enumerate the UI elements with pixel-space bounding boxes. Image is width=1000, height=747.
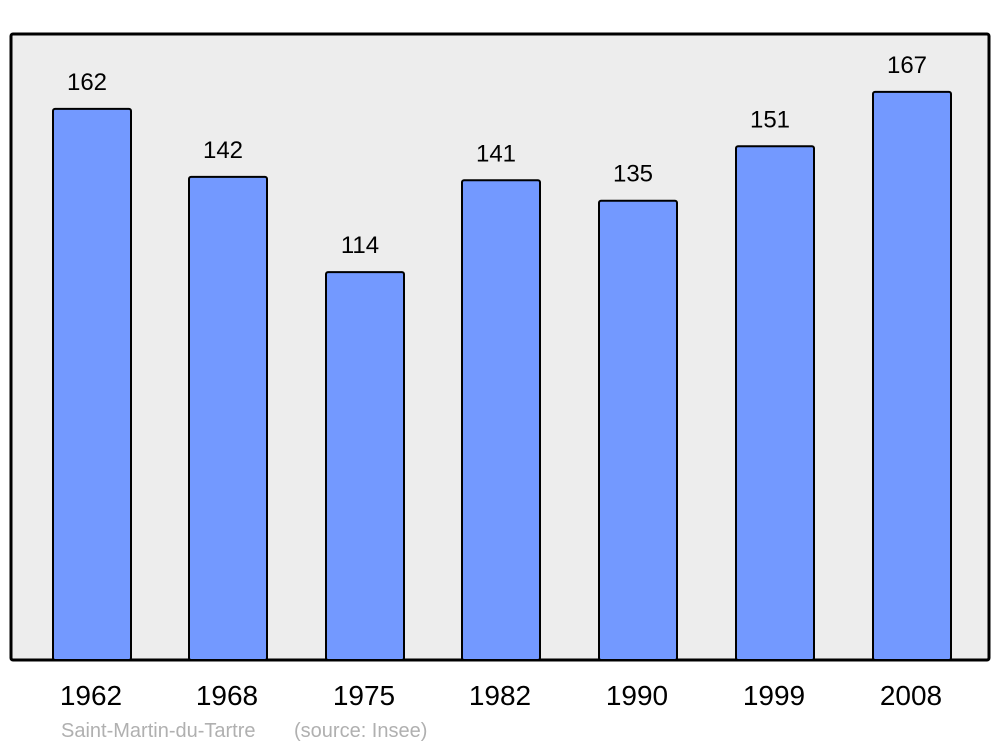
data-label-1962: 162 bbox=[67, 69, 107, 96]
x-tick-2008: 2008 bbox=[880, 680, 942, 711]
data-label-1982: 141 bbox=[476, 140, 516, 167]
data-label-1999: 151 bbox=[750, 106, 790, 133]
bar-1982 bbox=[461, 179, 541, 661]
bar-1990 bbox=[598, 199, 678, 662]
bar-1962 bbox=[52, 107, 132, 661]
data-label-1975: 114 bbox=[341, 232, 379, 259]
data-label-1990: 135 bbox=[613, 161, 653, 188]
x-tick-1975: 1975 bbox=[333, 680, 395, 711]
x-tick-1982: 1982 bbox=[469, 680, 531, 711]
bar-1975 bbox=[325, 271, 405, 661]
data-label-2008: 167 bbox=[887, 52, 927, 79]
x-tick-1990: 1990 bbox=[606, 680, 668, 711]
x-tick-1968: 1968 bbox=[196, 680, 258, 711]
caption-source: (source: Insee) bbox=[294, 720, 427, 742]
x-tick-1962: 1962 bbox=[60, 680, 122, 711]
data-label-1968: 142 bbox=[203, 137, 243, 164]
bar-2008 bbox=[872, 90, 952, 661]
bar-1968 bbox=[188, 175, 268, 662]
bar-1999 bbox=[735, 145, 815, 662]
x-tick-1999: 1999 bbox=[743, 680, 805, 711]
caption-place: Saint-Martin-du-Tartre bbox=[61, 720, 256, 742]
